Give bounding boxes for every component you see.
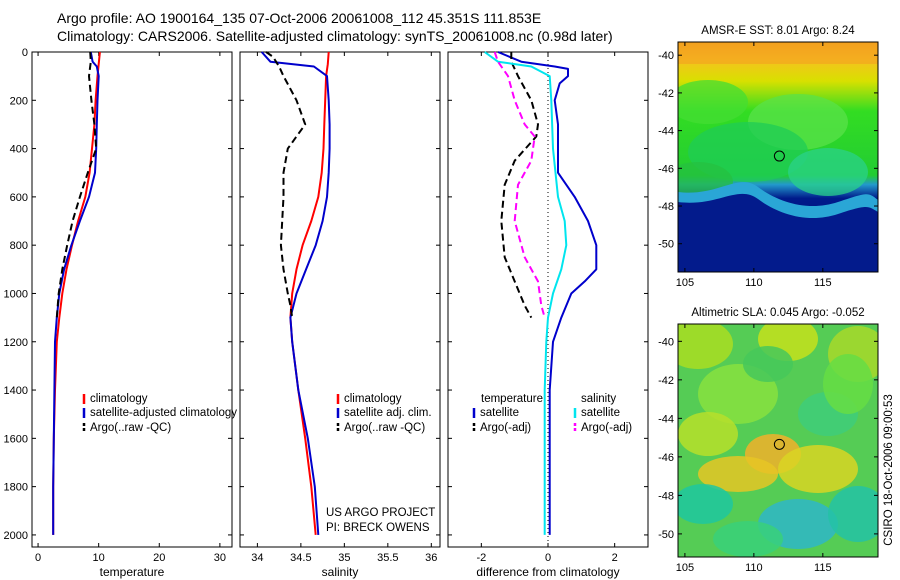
sla-patch [678, 324, 733, 369]
x-tick-label: 10 [93, 552, 105, 564]
sla-patch [823, 354, 873, 414]
y-tick-label: -46 [658, 163, 674, 175]
y-tick-label: 2000 [4, 530, 28, 542]
y-tick-label: -50 [658, 529, 674, 541]
x-tick-label: 115 [814, 562, 832, 574]
series-line-salinity-argo-adj- [493, 51, 546, 318]
legend-diff-temperature-heading: temperature [481, 393, 543, 405]
x-tick-label: 115 [814, 277, 832, 289]
sst-patch [678, 80, 748, 124]
project-note-line-2: PI: BRECK OWENS [326, 522, 430, 534]
series-line-temperature-satellite [497, 51, 598, 535]
legend-sal-argo-label: Argo(..raw -QC) [344, 422, 425, 434]
x-tick-label: -2 [476, 552, 486, 564]
legend-diff-sal-argo-label: Argo(-adj) [581, 422, 632, 434]
series-line-satellite-adj-clim- [260, 51, 331, 535]
sst-warm-band [678, 42, 878, 64]
x-axis-label: temperature [100, 565, 165, 579]
legend-temp-climatology-label: climatology [90, 393, 148, 405]
sla-patch [678, 412, 738, 456]
x-tick-label: 35.5 [377, 552, 398, 564]
y-tick-label: -50 [658, 239, 674, 251]
legend-diff-sal-satellite-label: satellite [581, 407, 620, 419]
series-line-salinity-satellite [484, 51, 568, 535]
sla-patch [743, 346, 793, 382]
y-tick-label: -42 [658, 375, 674, 387]
sst-patch [788, 148, 868, 196]
sla_map-frame [677, 323, 879, 558]
sla_map-panel: -40 -42 -44 -46 -48 -50 105 110 115 Altimetric SL… [658, 307, 879, 574]
sst_map-frame [677, 41, 879, 273]
x-tick-label: 20 [153, 552, 165, 564]
y-tick-label: 1200 [4, 337, 28, 349]
x-tick-label: 0 [545, 552, 551, 564]
x-tick-label: 36 [425, 552, 437, 564]
project-note-line-1: US ARGO PROJECT [326, 507, 435, 519]
chart-title-line-2: Climatology: CARS2006. Satellite-adjuste… [57, 28, 613, 44]
x-tick-label: 105 [676, 562, 694, 574]
sst-cold-water [678, 193, 878, 272]
sla-patch [698, 456, 778, 492]
y-tick-label: 1400 [4, 385, 28, 397]
legend-temp-argo-label: Argo(..raw -QC) [90, 422, 171, 434]
x-tick-label: 30 [214, 552, 226, 564]
series-line-argo-raw-qc- [265, 51, 307, 318]
sla-patch [778, 445, 858, 493]
x-axis-label: salinity [322, 565, 359, 579]
sla-patch [713, 521, 783, 557]
y-tick-label: -40 [658, 336, 674, 348]
sla-patch [678, 484, 733, 524]
argo-position-marker [773, 150, 785, 162]
y-tick-label: -44 [658, 413, 674, 425]
legend-sal-climatology-label: climatology [344, 393, 402, 405]
legend-diff-salinity-heading: salinity [581, 393, 616, 405]
x-tick-label: 34.5 [290, 552, 311, 564]
credit-text: CSIRO 18-Oct-2006 09:00:53 [883, 394, 895, 546]
sst_map-panel: -40 -42 -44 -46 -48 -50 105 110 115 AMSR-E SST: 8… [658, 25, 879, 289]
sst_map-title: AMSR-E SST: 8.01 Argo: 8.24 [701, 25, 855, 37]
salinity-frame [239, 51, 441, 548]
y-tick-label: -44 [658, 126, 674, 138]
x-tick-label: 2 [612, 552, 618, 564]
y-tick-label: 0 [22, 47, 28, 59]
x-tick-label: 34 [251, 552, 263, 564]
y-tick-label: 200 [10, 95, 28, 107]
series-line-argo-raw-qc- [55, 51, 98, 318]
salinity-panel: 34 34.5 35 35.5 36 salinity [239, 51, 441, 579]
x-tick-label: 110 [745, 277, 763, 289]
x-tick-label: 0 [35, 552, 41, 564]
argo-position-marker [773, 438, 785, 450]
legend-diff-temp-argo-label: Argo(-adj) [480, 422, 531, 434]
y-tick-label: -48 [658, 201, 674, 213]
x-axis-label: difference from climatology [476, 565, 619, 579]
x-tick-label: 110 [745, 562, 763, 574]
sst_map-field [678, 42, 878, 272]
temperature-frame [31, 51, 233, 548]
y-tick-label: 400 [10, 144, 28, 156]
temperature-panel: 0 200 400 600 800 1000 1200 1400 1600 1800 2000 0 10… [4, 47, 233, 579]
legend-diff-temp-satellite-label: satellite [480, 407, 519, 419]
x-tick-label: 35 [338, 552, 350, 564]
sla_map-title: Altimetric SLA: 0.045 Argo: -0.052 [691, 307, 864, 319]
y-tick-label: -48 [658, 490, 674, 502]
y-tick-label: -42 [658, 88, 674, 100]
y-tick-label: 800 [10, 240, 28, 252]
legend-sal-satellite-label: satellite adj. clim. [344, 407, 432, 419]
y-tick-label: -40 [658, 50, 674, 62]
y-tick-label: 600 [10, 192, 28, 204]
y-tick-label: 1000 [4, 288, 28, 300]
y-tick-label: -46 [658, 452, 674, 464]
x-tick-label: 105 [676, 277, 694, 289]
y-tick-label: 1600 [4, 433, 28, 445]
legend-temp-satellite-label: satellite-adjusted climatology [90, 407, 237, 419]
series-line-temperature-argo-adj- [500, 52, 539, 319]
sla_map-field [678, 324, 878, 557]
series-line-satellite-adjusted-climatology [52, 51, 100, 535]
sla-patch [828, 486, 878, 542]
chart-title-line-1: Argo profile: AO 1900164_135 07-Oct-2006… [57, 10, 542, 26]
y-tick-label: 1800 [4, 482, 28, 494]
